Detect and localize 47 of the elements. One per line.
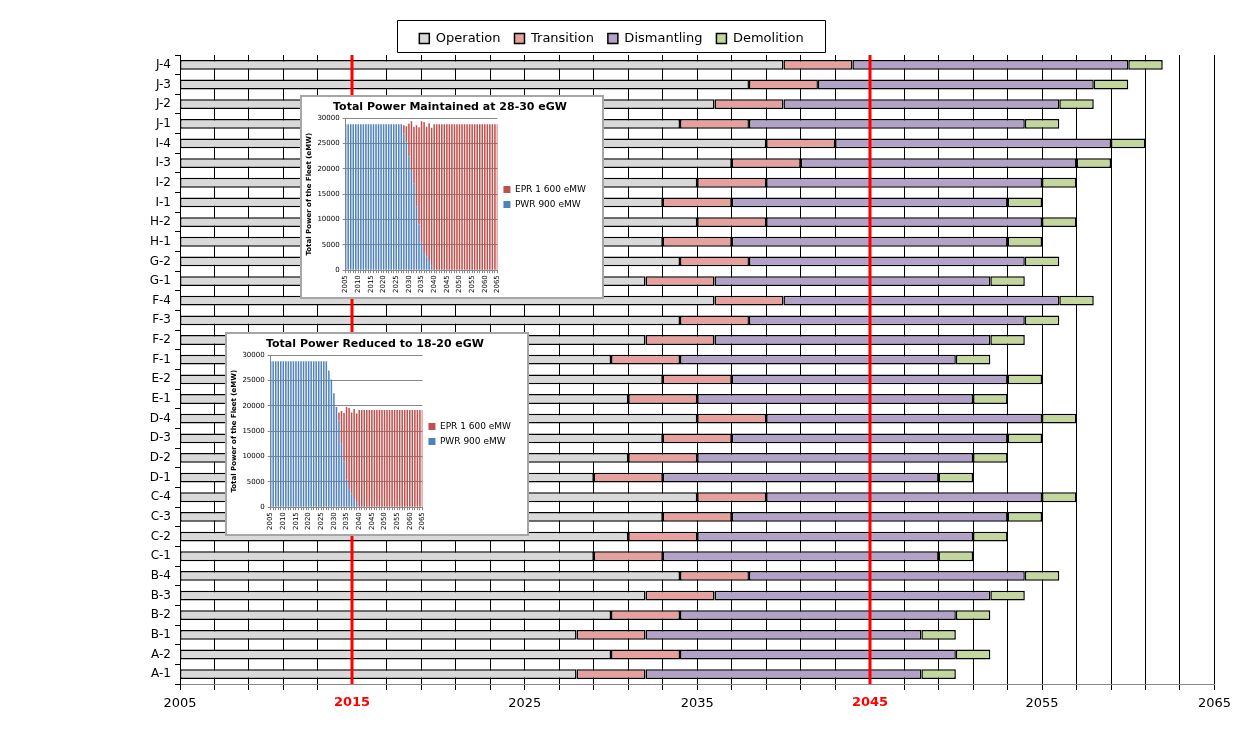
legend-label: Demolition <box>732 29 804 45</box>
legend-label: PWR 900 eMW <box>514 198 581 209</box>
y-tick-label: D-2 <box>149 450 171 465</box>
legend-label: Operation <box>435 29 501 45</box>
y-tick-label: J-1 <box>154 115 171 130</box>
y-tick-label: C-1 <box>150 548 171 563</box>
y-tick-label: E-2 <box>151 371 171 386</box>
y-tick-label: A-2 <box>151 646 171 661</box>
x-tick-label: 2055 <box>1025 695 1059 711</box>
chart-title: Total Power Reduced to 18-20 eGW <box>266 337 484 351</box>
x-tick-label: 2065 <box>1197 695 1231 711</box>
chart-title: Total Power Maintained at 28-30 eGW <box>333 100 567 114</box>
y-tick-label: C-3 <box>150 509 171 524</box>
y-tick-label: A-1 <box>151 666 171 681</box>
y-tick-label: B-3 <box>150 587 171 602</box>
y-tick-label: G-2 <box>149 253 171 268</box>
y-tick-label: B-4 <box>150 568 171 583</box>
y-tick-label: B-2 <box>150 607 171 622</box>
y-tick-label: C-4 <box>150 489 171 504</box>
y-tick-label: J-2 <box>154 96 171 111</box>
y-tick-label: I-1 <box>155 194 171 209</box>
y-tick-label: F-3 <box>152 312 171 327</box>
y-tick-label: I-2 <box>155 174 171 189</box>
y-tick-label: H-2 <box>150 214 171 229</box>
y-tick-label: D-1 <box>149 469 171 484</box>
y-tick-label: D-3 <box>149 430 171 445</box>
x-tick-label: 2005 <box>163 695 197 711</box>
y-tick-label: F-1 <box>152 351 171 366</box>
y-tick-label: I-4 <box>155 135 171 150</box>
y-tick-label: D-4 <box>149 410 171 425</box>
x-tick-label: 2035 <box>680 695 714 711</box>
legend-label: EPR 1 600 eMW <box>439 420 512 431</box>
y-tick-label: F-2 <box>152 332 171 347</box>
y-tick-label: J-3 <box>154 76 171 91</box>
y-tick-label: G-1 <box>149 273 171 288</box>
legend-label: EPR 1 600 eMW <box>514 183 587 194</box>
y-tick-label: J-4 <box>154 56 171 71</box>
legend-label: Transition <box>530 29 594 45</box>
y-tick-label: F-4 <box>152 292 171 307</box>
y-tick-label: B-1 <box>150 626 171 641</box>
legend-label: Dismantling <box>624 29 703 45</box>
y-tick-label: E-1 <box>151 391 171 406</box>
y-tick-label: H-1 <box>150 233 171 248</box>
x-tick-label: 2025 <box>508 695 542 711</box>
y-tick-label: C-2 <box>150 528 171 543</box>
y-tick-label: I-3 <box>155 155 171 170</box>
legend-label: PWR 900 eMW <box>439 435 506 446</box>
